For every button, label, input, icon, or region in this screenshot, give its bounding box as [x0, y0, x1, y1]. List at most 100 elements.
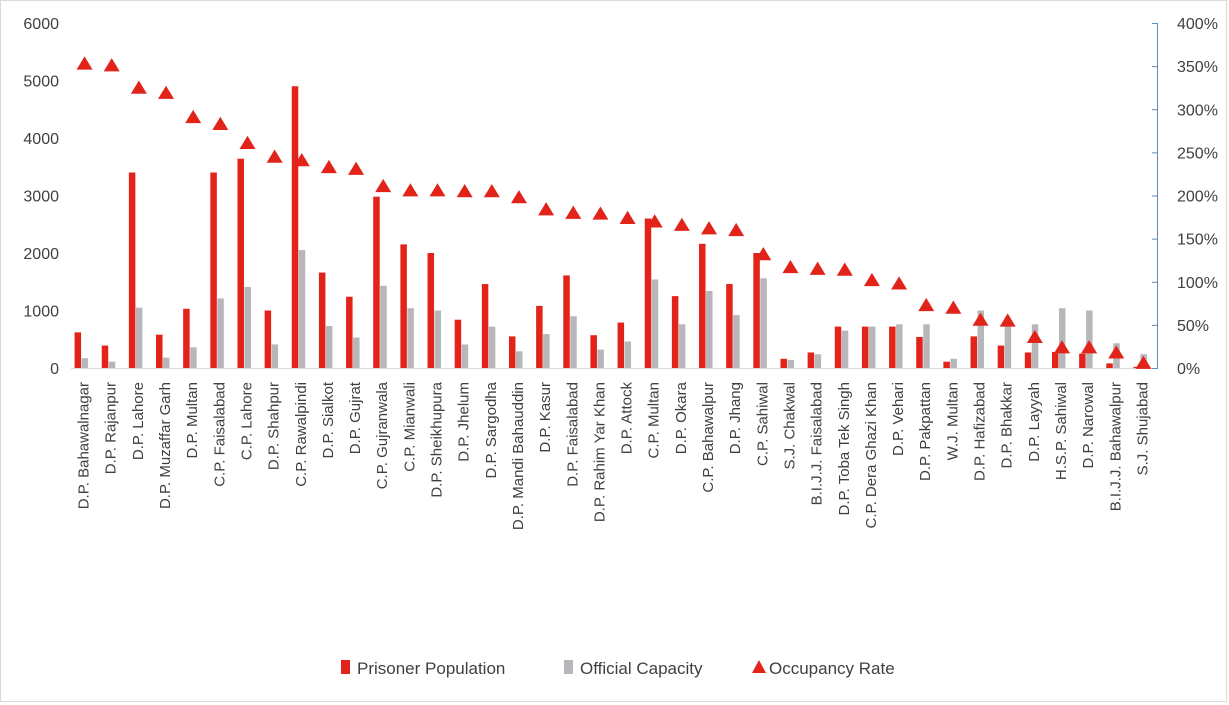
population-bar [210, 172, 217, 368]
population-bar [916, 336, 923, 368]
occupancy-marker [402, 183, 419, 197]
right-tick-label: 150% [1177, 232, 1218, 249]
occupancy-marker [185, 109, 202, 124]
occupancy-marker [320, 159, 337, 174]
population-bar [400, 244, 407, 368]
population-bar [753, 253, 760, 368]
occupancy-marker [1053, 340, 1070, 354]
occupancy-marker [1081, 340, 1098, 354]
capacity-bar [1031, 324, 1039, 368]
population-bar [237, 158, 244, 368]
population-bar [590, 335, 597, 368]
bars-layer [74, 86, 1147, 368]
category-label: D.P. Vehari [890, 382, 907, 456]
category-label: D.P. Shahpur [266, 382, 283, 470]
population-bar [156, 334, 163, 368]
category-label: D.P. Hafizabad [972, 382, 989, 481]
category-label: C.P. Sahiwal [754, 382, 771, 466]
occupancy-marker [592, 206, 609, 220]
category-label: D.P. Attock [619, 382, 636, 455]
capacity-bar [217, 298, 224, 368]
capacity-bar [896, 324, 903, 368]
category-label: C.P. Dera Ghazi Khan [863, 382, 880, 528]
occupancy-marker [728, 222, 745, 237]
category-label: B.I.J.J. Faisalabad [809, 382, 826, 505]
occupancy-marker [1108, 345, 1125, 359]
occupancy-marker [809, 261, 826, 275]
capacity-bar [760, 278, 767, 368]
population-bar [699, 243, 706, 368]
category-label: D.P. Mandi Bahauddin [510, 382, 527, 530]
population-bar [1051, 351, 1059, 368]
occupancy-marker [212, 116, 229, 130]
population-bar [128, 172, 136, 368]
capacity-bar [597, 349, 604, 368]
right-tick-label: 0% [1177, 361, 1200, 378]
occupancy-marker [76, 56, 93, 70]
capacity-bar [81, 358, 89, 368]
occupancy-marker [538, 202, 555, 216]
capacity-bar [1086, 310, 1093, 368]
population-bar [427, 253, 435, 368]
occupancy-marker [755, 247, 772, 261]
population-bar [454, 319, 462, 368]
category-label: D.P. Okara [673, 381, 690, 454]
occupancy-marker [918, 297, 935, 312]
category-label: D.P. Muzaffar Garh [157, 382, 174, 509]
category-label: D.P. Jhelum [456, 382, 473, 462]
capacity-bar [108, 361, 116, 368]
left-tick-label: 4000 [23, 131, 59, 148]
category-label: C.P. Mianwali [401, 382, 418, 472]
population-bar [644, 218, 652, 368]
occupancy-marker [483, 184, 500, 198]
population-bar [74, 332, 82, 368]
capacity-bar [841, 330, 849, 368]
category-label: D.P. Sargodha [483, 381, 500, 478]
occupancy-marker [782, 259, 799, 274]
population-bar [536, 305, 543, 368]
capacity-bar [244, 286, 251, 368]
legend: Prisoner Population Official Capacity Occu… [341, 659, 895, 678]
occupancy-marker [565, 205, 582, 219]
population-bar [563, 275, 570, 368]
capacity-bar [733, 315, 740, 368]
legend-swatch-triangle [752, 660, 766, 673]
occupancy-marker [510, 190, 527, 204]
right-tick-label: 200% [1177, 189, 1218, 206]
occupancy-marker [999, 313, 1016, 327]
capacity-bar [298, 250, 306, 368]
legend-label: Official Capacity [580, 659, 703, 678]
left-tick-label: 1000 [23, 304, 59, 321]
capacity-bar [651, 279, 659, 368]
category-label: D.P. Bhakkar [999, 382, 1016, 468]
occupancy-marker [293, 153, 310, 167]
left-tick-label: 2000 [23, 246, 59, 263]
population-bar [861, 326, 869, 368]
category-label: C.P. Bahawalpur [700, 382, 717, 493]
capacity-bar [543, 334, 550, 368]
occupancy-marker [1026, 329, 1043, 344]
category-labels: D.P. Bahawalnagar D.P. Rajanpur D.P. Lahor… [76, 381, 1152, 530]
capacity-bar [353, 337, 360, 368]
occupancy-marker [456, 184, 473, 198]
population-bar [1106, 363, 1113, 368]
capacity-bar [570, 316, 577, 368]
category-label: C.P. Gujranwala [374, 381, 391, 489]
occupancy-marker [1135, 355, 1152, 369]
capacity-bar [163, 357, 170, 368]
occupancy-markers-layer [76, 56, 1152, 369]
population-bar [346, 296, 353, 368]
category-label: D.P. Rajanpur [103, 382, 120, 474]
category-label: H.S.P. Sahiwal [1053, 382, 1070, 480]
population-bar [1024, 352, 1032, 368]
category-label: D.P. Multan [184, 382, 201, 458]
left-tick-label: 3000 [23, 189, 59, 206]
population-bar [671, 296, 679, 368]
legend-label: Occupancy Rate [769, 659, 895, 678]
population-bar [780, 358, 787, 368]
right-tick-label: 400% [1177, 16, 1218, 33]
category-label: B.I.J.J. Bahawalpur [1107, 382, 1124, 511]
population-bar [834, 326, 842, 368]
